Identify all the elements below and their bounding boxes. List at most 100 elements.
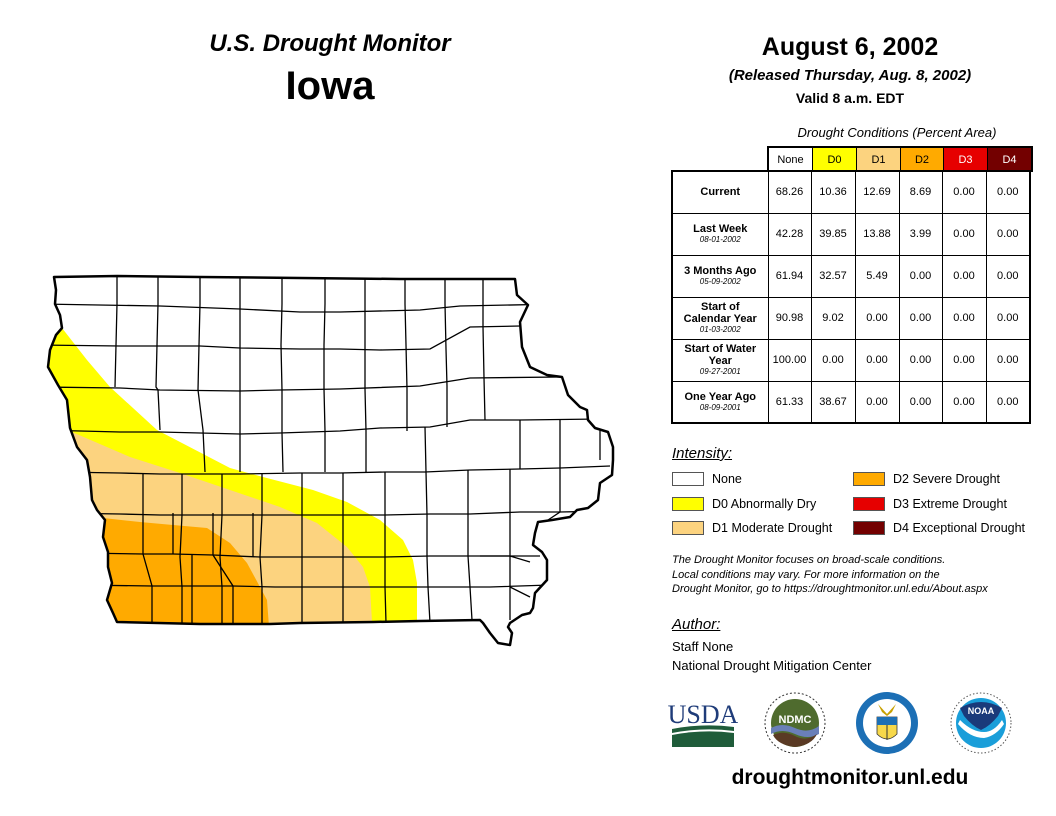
iowa-drought-map: [46, 274, 615, 647]
note-line: The Drought Monitor focuses on broad-sca…: [672, 554, 946, 566]
valid-date: August 6, 2002: [761, 33, 939, 61]
col-d1: D1: [856, 148, 900, 172]
cell-d1: 0.00: [854, 296, 900, 340]
cell-d0: 39.85: [810, 212, 856, 256]
col-d0: D0: [812, 148, 856, 172]
col-none: None: [769, 148, 812, 172]
cell-d3: 0.00: [941, 170, 987, 214]
col-d3: D3: [943, 148, 987, 172]
legend-swatch: [853, 472, 885, 486]
cell-d3: 0.00: [941, 380, 987, 424]
cell-d4: 0.00: [985, 212, 1031, 256]
cell-none: 100.00: [767, 338, 812, 382]
legend-item-d1: D1 Moderate Drought: [672, 521, 832, 535]
commerce-logo: [856, 692, 918, 754]
table-row: Last Week 08-01-2002 42.28 39.85 13.88 3.99 0.…: [671, 212, 1031, 256]
cell-d2: 0.00: [898, 296, 943, 340]
row-label: 3 Months Ago 05-09-2002: [671, 254, 769, 298]
legend-item-d3: D3 Extreme Drought: [853, 497, 1007, 511]
row-date: 08-09-2001: [699, 402, 741, 412]
cell-d4: 0.00: [985, 170, 1031, 214]
row-label-text: 3 Months Ago: [684, 265, 757, 277]
cell-d4: 0.00: [985, 254, 1031, 298]
cell-d1: 12.69: [854, 170, 900, 214]
table-row: Start of Calendar Year 01-03-2002 90.98 9.0…: [671, 296, 1031, 340]
county-lines: [48, 276, 611, 624]
row-date: 08-01-2002: [699, 235, 741, 244]
cell-none: 61.33: [767, 380, 812, 424]
legend-item-d4: D4 Exceptional Drought: [853, 521, 1025, 535]
row-label-text: Start of Calendar Year: [683, 301, 757, 325]
legend-item-none: None: [672, 472, 742, 486]
noaa-logo: NOAA: [950, 692, 1012, 754]
row-date: 05-09-2002: [699, 277, 741, 286]
cell-d2: 0.00: [898, 254, 943, 298]
legend-label: D1 Moderate Drought: [712, 521, 833, 535]
table-row: Start of Water Year 09-27-2001 100.00 0.00 0…: [671, 338, 1031, 382]
cell-d2: 0.00: [898, 380, 943, 424]
legend-swatch: [853, 521, 885, 535]
state-outline: [46, 274, 615, 647]
table-caption: Drought Conditions (Percent Area): [797, 125, 997, 140]
row-date: 01-03-2002: [699, 325, 741, 334]
col-d2: D2: [900, 148, 943, 172]
author-org: National Drought Mitigation Center: [672, 658, 872, 673]
cell-d4: 0.00: [985, 380, 1031, 424]
note-line: Local conditions may vary. For more info…: [672, 568, 940, 581]
row-label: Start of Water Year 09-27-2001: [671, 338, 769, 382]
cell-d2: 3.99: [898, 212, 943, 256]
author-name: Staff None: [672, 639, 734, 654]
cell-d1: 13.88: [854, 212, 900, 256]
row-label-text: One Year Ago: [684, 390, 757, 403]
cell-d0: 9.02: [810, 296, 856, 340]
cell-d1: 0.00: [854, 380, 900, 424]
legend-label: D4 Exceptional Drought: [893, 521, 1026, 535]
cell-none: 42.28: [767, 212, 812, 256]
ndmc-logo: NDMC: [764, 692, 826, 754]
cell-none: 68.26: [767, 170, 812, 214]
cell-d3: 0.00: [941, 296, 987, 340]
cell-d0: 10.36: [810, 170, 856, 214]
legend-title: Intensity:: [672, 445, 733, 462]
cell-d2: 0.00: [898, 338, 943, 382]
row-label-text: Start of Water Year: [684, 343, 757, 367]
state-name: Iowa: [285, 64, 375, 108]
cell-none: 61.94: [767, 254, 812, 298]
row-label: Last Week 08-01-2002: [671, 212, 769, 256]
legend-item-d2: D2 Severe Drought: [853, 472, 1000, 486]
valid-time: Valid 8 a.m. EDT: [795, 90, 905, 106]
row-date: 09-27-2001: [699, 367, 741, 376]
legend-item-d0: D0 Abnormally Dry: [672, 497, 816, 511]
legend-swatch: [672, 497, 704, 511]
cell-d3: 0.00: [941, 254, 987, 298]
table-row: One Year Ago 08-09-2001 61.33 38.67 0.00 0.00…: [671, 380, 1031, 424]
row-label: Current: [671, 170, 769, 214]
noaa-logo-text: NOAA: [968, 706, 995, 716]
usda-logo-text: USDA: [668, 700, 738, 729]
table-row: 3 Months Ago 05-09-2002 61.94 32.57 5.49 0.00…: [671, 254, 1031, 298]
legend-swatch: [672, 521, 704, 535]
drought-conditions-table: Current 68.26 10.36 12.69 8.69 0.00 0.00 Last W…: [671, 170, 1031, 424]
release-date: (Released Thursday, Aug. 8, 2002): [728, 67, 972, 84]
row-label: Start of Calendar Year 01-03-2002: [671, 296, 769, 340]
cell-d0: 32.57: [810, 254, 856, 298]
table-row: Current 68.26 10.36 12.69 8.69 0.00 0.00: [671, 170, 1031, 214]
author-title: Author:: [672, 616, 721, 633]
usda-logo: USDA: [668, 700, 738, 747]
table-header: None D0 D1 D2 D3 D4: [767, 146, 1033, 172]
cell-d1: 0.00: [854, 338, 900, 382]
cell-d3: 0.00: [941, 338, 987, 382]
note-line: Drought Monitor, go to https://droughtmo…: [672, 583, 988, 595]
disclaimer-note: The Drought Monitor focuses on broad-sca…: [672, 553, 988, 597]
legend-label: D3 Extreme Drought: [893, 497, 1007, 511]
row-label: One Year Ago 08-09-2001: [671, 380, 769, 424]
cell-d0: 0.00: [810, 338, 856, 382]
website-url[interactable]: droughtmonitor.unl.edu: [731, 766, 969, 789]
map-title: U.S. Drought Monitor: [209, 30, 451, 57]
cell-d2: 8.69: [898, 170, 943, 214]
legend-label: D2 Severe Drought: [893, 472, 1001, 486]
col-d4: D4: [987, 148, 1031, 172]
author-block: Staff None National Drought Mitigation C…: [672, 637, 871, 675]
legend-swatch: [672, 472, 704, 486]
legend-label: None: [712, 472, 742, 486]
